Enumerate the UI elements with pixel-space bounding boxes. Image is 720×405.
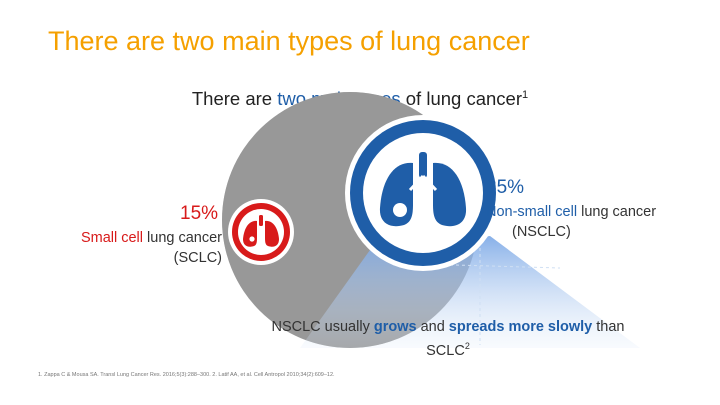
subtitle-pre: There are	[191, 88, 278, 109]
note-ref: 2	[464, 341, 470, 351]
nsclc-abbr: (NSCLC)	[512, 224, 571, 240]
sclc-name-highlight: Small cell	[80, 230, 143, 246]
subtitle-post: of lung cancer	[400, 88, 522, 109]
comparison-note: NSCLC usually grows and spreads more slo…	[248, 318, 648, 361]
sclc-abbr: (SCLC)	[173, 250, 222, 266]
nsclc-name-rest: lung cancer	[577, 204, 657, 220]
sclc-label: Small cell lung cancer (SCLC)	[58, 228, 222, 268]
nsclc-percent: 85%	[486, 177, 525, 198]
note-p1: NSCLC usually	[271, 319, 374, 335]
sclc-icon	[228, 199, 294, 265]
nsclc-name: Non-small cell lung cancer	[486, 202, 656, 222]
note-p2: and	[416, 319, 449, 335]
sclc-percent: 15%	[180, 203, 219, 224]
lungs-icon	[243, 215, 279, 247]
nsclc-label: Non-small cell lung cancer (NSCLC)	[486, 202, 656, 242]
sclc-name: Small cell lung cancer	[58, 228, 222, 248]
nsclc-name-highlight: Non-small cell	[486, 204, 578, 220]
slide-title: There are two main types of lung cancer	[48, 26, 530, 56]
nsclc-beam	[300, 236, 640, 348]
note-h2: spreads more slowly	[448, 319, 593, 335]
footnote: 1. Zappa C & Mousa SA. Transl Lung Cance…	[38, 372, 335, 378]
sclc-name-rest: lung cancer	[143, 230, 222, 246]
note-p3: than SCLC	[426, 319, 625, 359]
note-h1: grows	[373, 319, 417, 335]
subtitle-ref: 1	[521, 88, 529, 101]
lungs-icon	[379, 152, 467, 227]
nsclc-icon	[345, 115, 501, 271]
